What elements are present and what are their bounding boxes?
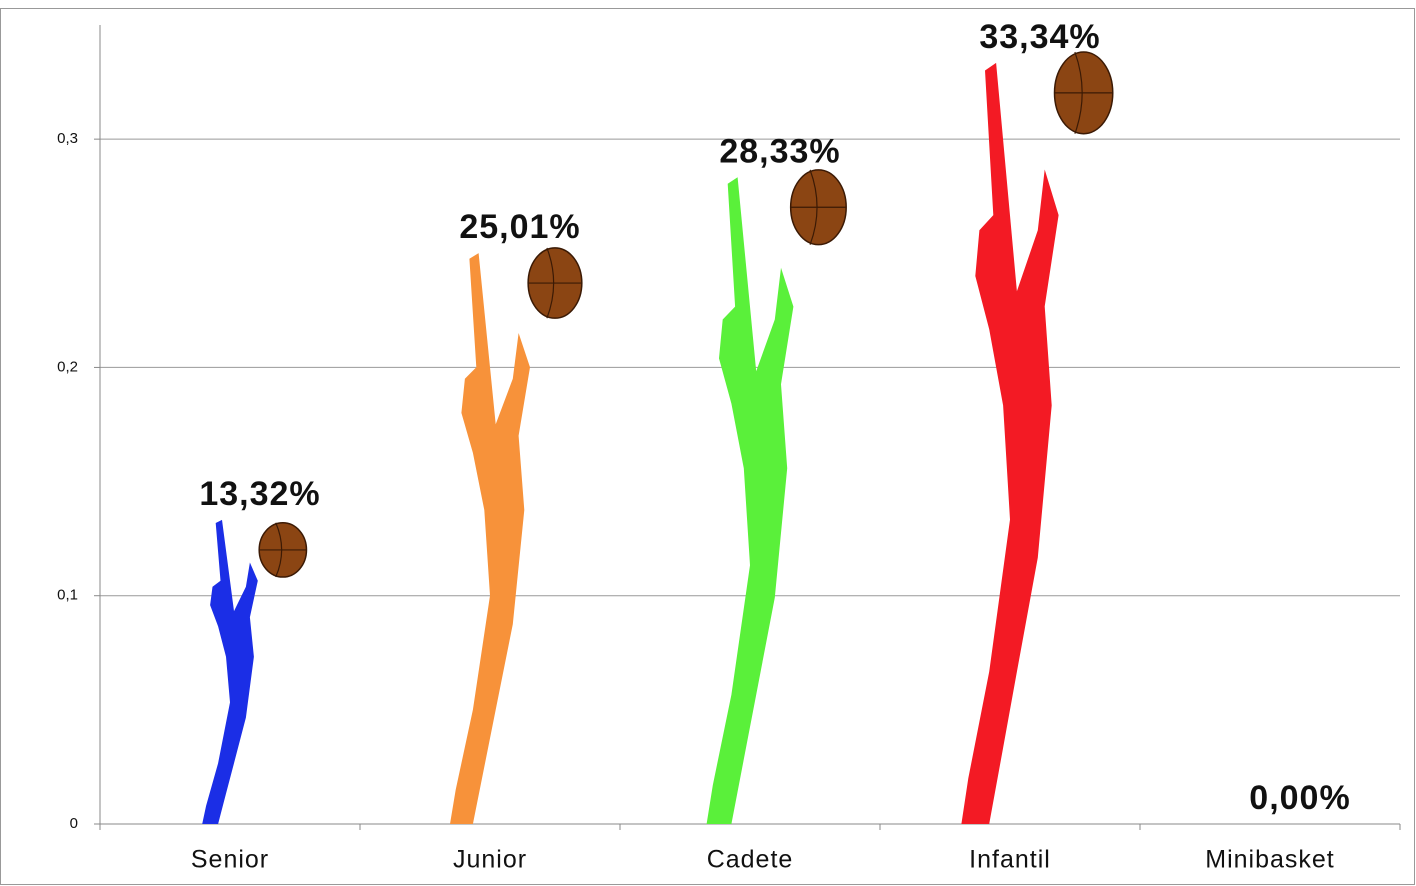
value-label: 28,33% [719,132,840,170]
x-tick-label: Minibasket [1205,846,1335,874]
x-tick-label: Cadete [707,846,794,874]
value-label: 13,32% [199,475,320,513]
ball-seam [275,522,283,578]
value-label: 25,01% [459,208,580,246]
player-figure [450,253,530,825]
y-tick-label: 0 [70,815,78,832]
x-tick-label: Infantil [969,846,1051,874]
ball-seam [1074,51,1083,134]
value-label: 0,00% [1249,779,1350,817]
y-tick-label: 0,1 [57,587,78,604]
player-figure [961,62,1059,824]
x-tick-label: Senior [191,846,269,874]
y-tick-label: 0,3 [57,130,78,147]
y-tick-label: 0,2 [57,358,78,375]
ball-seam [809,169,818,245]
ball-seam [546,247,555,319]
player-figure [202,519,258,824]
frame [0,8,1415,885]
player-figure [706,177,794,825]
x-tick-label: Junior [453,846,527,874]
value-label: 33,34% [979,18,1100,56]
